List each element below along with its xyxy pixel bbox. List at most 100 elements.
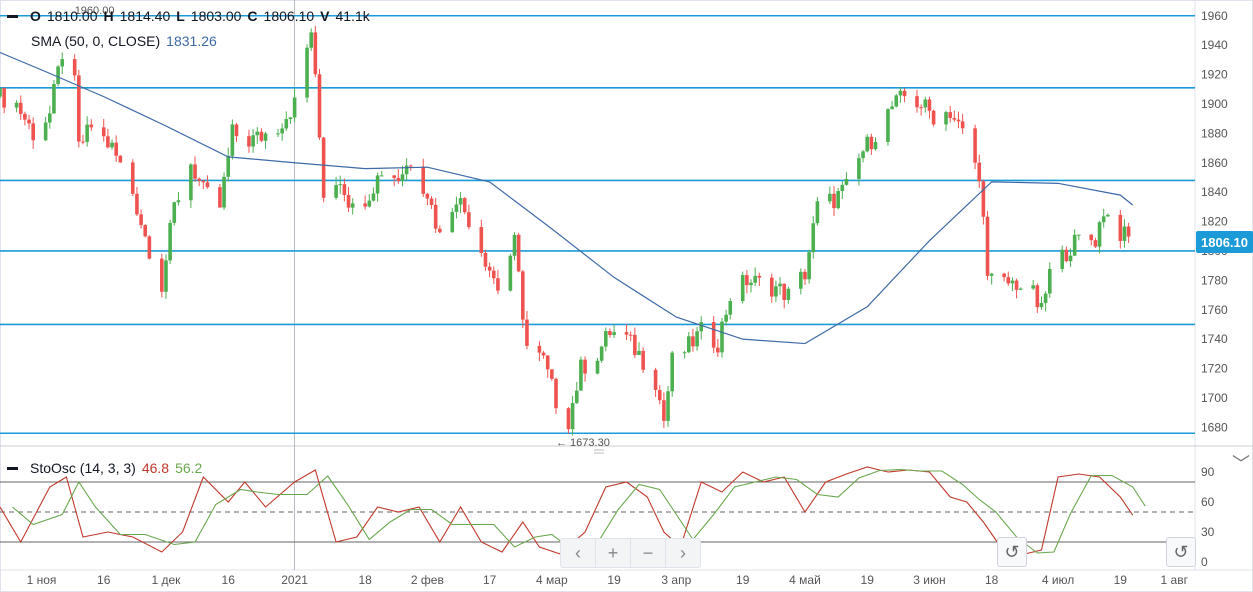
date-tick-label: 2021 xyxy=(281,573,308,587)
candle-body xyxy=(757,275,762,278)
date-tick-label: 18 xyxy=(358,573,372,587)
candle-body xyxy=(496,278,500,291)
candle-body xyxy=(438,228,442,233)
candle-body xyxy=(545,355,550,370)
candle-body xyxy=(1047,268,1052,294)
reset-chart-button[interactable]: ↺ xyxy=(997,537,1027,567)
candle-body xyxy=(396,177,401,181)
candle-body xyxy=(915,96,919,108)
candle-body xyxy=(1010,280,1015,284)
close-label: C xyxy=(247,8,258,24)
candle-body xyxy=(429,198,434,205)
candle-body xyxy=(147,236,152,259)
sma-legend[interactable]: SMA (50, 0, CLOSE) 1831.26 xyxy=(31,33,217,49)
candle-body xyxy=(599,346,604,361)
candle-body xyxy=(973,128,977,163)
candle-body xyxy=(525,319,529,346)
price-tick-label: 1900 xyxy=(1201,97,1228,111)
series-collapse-icon[interactable] xyxy=(7,14,18,18)
price-tick-label: 1760 xyxy=(1201,303,1228,317)
candle-body xyxy=(1072,234,1077,256)
collapse-pane-icon[interactable]: ﹀ xyxy=(1232,454,1250,474)
candle-body xyxy=(1014,280,1019,290)
candle-body xyxy=(516,234,521,272)
scroll-left-button[interactable]: ‹ xyxy=(561,539,596,567)
candle-body xyxy=(168,222,172,261)
stoch-tick-label: 0 xyxy=(1201,555,1208,569)
candle-body xyxy=(404,165,409,175)
candle-body xyxy=(1018,288,1023,290)
candle-body xyxy=(31,123,35,141)
stoch-collapse-icon[interactable] xyxy=(7,466,18,470)
candle-body xyxy=(923,99,928,108)
candle-body xyxy=(541,352,546,356)
candle-body xyxy=(628,334,633,336)
candle-body xyxy=(898,90,903,96)
stoch-tick-label: 60 xyxy=(1201,495,1215,509)
candle-body xyxy=(450,211,455,233)
candle-body xyxy=(894,95,899,107)
candle-body xyxy=(637,350,641,355)
candle-body xyxy=(633,334,637,355)
candle-body xyxy=(1118,214,1123,241)
date-tick-label: 19 xyxy=(607,573,621,587)
candle-body xyxy=(263,133,268,141)
last-price-tag xyxy=(1196,230,1253,253)
candle-body xyxy=(1002,273,1006,278)
candle-body xyxy=(1093,240,1098,247)
candle-body xyxy=(799,271,803,289)
price-tick-label: 1960 xyxy=(1201,9,1228,23)
candle-body xyxy=(201,180,206,183)
zoom-in-button[interactable]: + xyxy=(596,539,631,567)
date-tick-label: 4 июл xyxy=(1042,573,1074,587)
open-value: 1810.00 xyxy=(46,8,98,24)
candle-body xyxy=(769,277,774,297)
candle-body xyxy=(189,164,193,201)
candle-body xyxy=(230,124,235,156)
chart-navigation: ‹ + − › xyxy=(560,538,701,568)
candle-body xyxy=(363,203,367,207)
candle-body xyxy=(205,182,210,188)
candle-body xyxy=(392,175,396,178)
candle-body xyxy=(334,185,338,198)
candle-body xyxy=(1064,249,1069,262)
date-tick-label: 3 апр xyxy=(661,573,691,587)
candle-body xyxy=(1101,216,1106,223)
candle-body xyxy=(566,408,571,430)
scroll-right-button[interactable]: › xyxy=(680,542,686,563)
candle-body xyxy=(778,283,782,287)
candle-body xyxy=(1006,277,1011,284)
candle-body xyxy=(865,136,870,152)
date-tick-label: 2 фев xyxy=(411,573,444,587)
zoom-out-button[interactable]: − xyxy=(631,539,666,567)
stoch-legend[interactable]: StoOsc (14, 3, 3) 46.8 56.2 xyxy=(7,460,202,476)
candle-body xyxy=(176,200,181,203)
candle-body xyxy=(666,391,670,421)
candle-body xyxy=(869,136,874,150)
stoch-d-line xyxy=(12,468,1146,554)
price-tick-label: 1820 xyxy=(1201,215,1228,229)
date-tick-label: 4 май xyxy=(789,573,821,587)
candle-body xyxy=(247,136,251,147)
candle-body xyxy=(1035,285,1040,308)
candle-body xyxy=(106,136,110,148)
candle-body xyxy=(952,117,957,120)
candle-body xyxy=(844,178,849,185)
candle-body xyxy=(595,360,600,374)
candle-body xyxy=(836,191,840,209)
candle-body xyxy=(172,202,177,223)
date-tick-label: 17 xyxy=(483,573,497,587)
reset-scale-button[interactable]: ↺ xyxy=(1166,537,1196,567)
price-tick-label: 1700 xyxy=(1201,391,1228,405)
candle-body xyxy=(222,176,226,208)
candle-body xyxy=(1097,222,1102,247)
stoch-tick-label: 90 xyxy=(1201,465,1215,479)
price-tick-label: 1940 xyxy=(1201,38,1228,52)
candle-body xyxy=(1039,302,1044,308)
candle-body xyxy=(1122,226,1127,241)
date-tick-label: 16 xyxy=(222,573,236,587)
candle-body xyxy=(691,336,695,347)
date-tick-label: 18 xyxy=(985,573,999,587)
candle-body xyxy=(371,193,376,201)
